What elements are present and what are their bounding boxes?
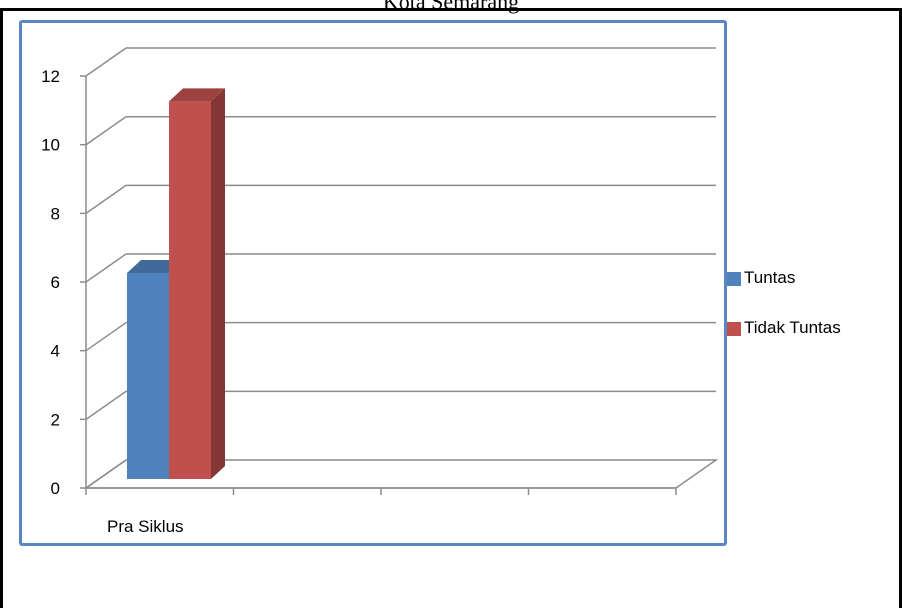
y-tick-label: 0 [51,479,60,498]
y-tick-label: 6 [51,273,60,292]
bar-side-tidak-tuntas [211,88,225,480]
gridline-diagonal [85,116,127,146]
legend-label: Tidak Tuntas [744,318,841,337]
y-tick-label: 10 [41,136,60,155]
legend-swatch [727,272,741,286]
gridline-diagonal [85,253,127,283]
y-tick-label: 8 [51,204,60,223]
outer-frame [0,8,902,608]
gridline-diagonal [85,184,127,214]
legend-label: Tuntas [744,268,796,287]
y-tick-label: 12 [41,67,60,86]
bar-tuntas [127,273,169,479]
y-tick-label: 4 [51,342,60,361]
gridline-diagonal [85,390,127,420]
chart-plot: 0 2 4 6 8 10 12 Pra Siklus [41,47,719,536]
gridline-diagonal [85,322,127,352]
gridline-diagonal [85,459,127,489]
category-label: Pra Siklus [107,517,184,536]
gridline-diagonal [85,47,127,77]
bar-top-tidak-tuntas [169,88,225,102]
y-tick-label: 2 [51,410,60,429]
bar-tidak-tuntas [169,101,211,480]
legend-swatch [727,322,741,336]
